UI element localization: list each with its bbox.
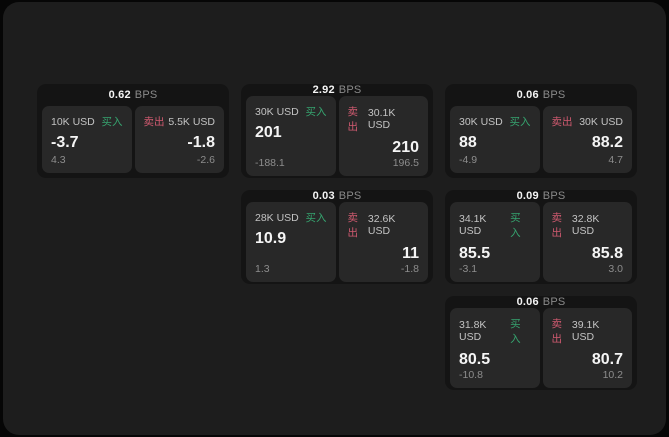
- quote-card: 0.09 BPS 34.1K USD 买入 85.5 -3.1 卖出 32.8K…: [445, 190, 637, 284]
- buy-sub-value: -188.1: [255, 156, 285, 169]
- bps-header: 0.06 BPS: [450, 84, 632, 106]
- buy-price: 88: [459, 134, 477, 151]
- buy-tile[interactable]: 30K USD 买入 88 -4.9: [450, 106, 540, 173]
- sell-side-label: 卖出: [347, 212, 359, 239]
- bps-unit-label: BPS: [134, 89, 158, 101]
- quote-card-body: 31.8K USD 买入 80.5 -10.8 卖出 39.1K USD 80.…: [450, 308, 632, 388]
- buy-side-label: 买入: [510, 318, 521, 345]
- buy-sub-value: -4.9: [459, 154, 478, 166]
- bps-unit-label: BPS: [542, 296, 566, 308]
- buy-price: -3.7: [51, 134, 79, 151]
- bps-unit-label: BPS: [542, 190, 566, 202]
- sell-price: 210: [392, 139, 419, 156]
- quote-card-body: 34.1K USD 买入 85.5 -3.1 卖出 32.8K USD 85.8…: [450, 202, 632, 282]
- buy-sub-value: -10.8: [459, 368, 483, 381]
- quote-card: 0.06 BPS 30K USD 买入 88 -4.9 卖出 30K USD: [445, 84, 637, 178]
- buy-tile[interactable]: 30K USD 买入 201 -188.1: [246, 96, 336, 176]
- sell-size-label: 32.8K USD: [571, 213, 600, 237]
- buy-price: 201: [255, 124, 282, 141]
- sell-price: 85.8: [591, 245, 623, 262]
- quote-grid: 0.62 BPS 10K USD 买入 -3.7 4.3 卖出 5.5K USD: [37, 84, 637, 390]
- sell-side-label: 卖出: [347, 106, 359, 133]
- sell-side-label: 卖出: [143, 116, 165, 128]
- sell-sub-value: 4.7: [608, 154, 623, 166]
- sell-size-label: 30K USD: [579, 115, 623, 128]
- quote-card: 2.92 BPS 30K USD 买入 201 -188.1 卖出 30.1K …: [241, 84, 433, 178]
- sell-size-label: 5.5K USD: [168, 115, 215, 128]
- sell-size-label: 32.6K USD: [367, 213, 396, 237]
- bps-value: 0.06: [516, 89, 539, 101]
- buy-price: 10.9: [255, 230, 287, 247]
- sell-tile[interactable]: 卖出 30K USD 88.2 4.7: [542, 106, 632, 173]
- buy-sub-value: -3.1: [459, 262, 478, 275]
- bps-unit-label: BPS: [338, 84, 362, 96]
- sell-price: 80.7: [591, 351, 623, 368]
- quote-card-body: 28K USD 买入 10.9 1.3 卖出 32.6K USD 11 -1.8: [246, 202, 428, 282]
- sell-side-label: 卖出: [551, 116, 573, 128]
- bps-value: 0.03: [312, 190, 335, 202]
- buy-side-label: 买入: [509, 116, 531, 128]
- sell-sub-value: -1.8: [400, 262, 419, 275]
- buy-size-label: 10K USD: [51, 115, 95, 128]
- buy-tile[interactable]: 34.1K USD 买入 85.5 -3.1: [450, 202, 540, 282]
- buy-size-label: 34.1K USD: [459, 213, 487, 237]
- buy-price: 80.5: [459, 351, 491, 368]
- buy-price: 85.5: [459, 245, 491, 262]
- sell-sub-value: -2.6: [196, 154, 215, 166]
- bps-header: 0.03 BPS: [246, 190, 428, 202]
- sell-tile[interactable]: 卖出 5.5K USD -1.8 -2.6: [134, 106, 224, 173]
- bps-header: 0.62 BPS: [42, 84, 224, 106]
- sell-tile[interactable]: 卖出 30.1K USD 210 196.5: [338, 96, 428, 176]
- bps-value: 0.62: [108, 89, 131, 101]
- quote-card: 0.03 BPS 28K USD 买入 10.9 1.3 卖出 32.6K US…: [241, 190, 433, 284]
- buy-side-label: 买入: [510, 212, 521, 239]
- sell-sub-value: 196.5: [392, 156, 419, 169]
- sell-size-label: 39.1K USD: [571, 319, 600, 343]
- sell-tile[interactable]: 卖出 32.6K USD 11 -1.8: [338, 202, 428, 282]
- sell-tile[interactable]: 卖出 32.8K USD 85.8 3.0: [542, 202, 632, 282]
- app-window: 0.62 BPS 10K USD 买入 -3.7 4.3 卖出 5.5K USD: [3, 2, 666, 435]
- buy-side-label: 买入: [305, 106, 327, 118]
- sell-sub-value: 10.2: [602, 368, 623, 381]
- quote-card-body: 30K USD 买入 201 -188.1 卖出 30.1K USD 210 1…: [246, 96, 428, 176]
- sell-price: 88.2: [591, 134, 623, 151]
- sell-side-label: 卖出: [551, 212, 563, 239]
- quote-card-body: 10K USD 买入 -3.7 4.3 卖出 5.5K USD -1.8 -2.…: [42, 106, 224, 173]
- quote-card: 0.62 BPS 10K USD 买入 -3.7 4.3 卖出 5.5K USD: [37, 84, 229, 178]
- sell-side-label: 卖出: [551, 318, 563, 345]
- bps-value: 2.92: [312, 84, 335, 96]
- sell-price: 11: [402, 245, 419, 262]
- buy-side-label: 买入: [101, 116, 123, 128]
- buy-sub-value: 1.3: [255, 262, 270, 275]
- sell-price: -1.8: [187, 134, 215, 151]
- buy-tile[interactable]: 10K USD 买入 -3.7 4.3: [42, 106, 132, 173]
- quote-card-body: 30K USD 买入 88 -4.9 卖出 30K USD 88.2 4.7: [450, 106, 632, 173]
- bps-value: 0.06: [516, 296, 539, 308]
- bps-unit-label: BPS: [542, 89, 566, 101]
- sell-tile[interactable]: 卖出 39.1K USD 80.7 10.2: [542, 308, 632, 388]
- buy-tile[interactable]: 31.8K USD 买入 80.5 -10.8: [450, 308, 540, 388]
- bps-header: 0.06 BPS: [450, 296, 632, 308]
- bps-header: 0.09 BPS: [450, 190, 632, 202]
- buy-size-label: 28K USD: [255, 211, 299, 224]
- buy-size-label: 30K USD: [255, 105, 299, 118]
- buy-size-label: 31.8K USD: [459, 319, 487, 343]
- bps-unit-label: BPS: [338, 190, 362, 202]
- buy-side-label: 买入: [305, 212, 327, 224]
- buy-tile[interactable]: 28K USD 买入 10.9 1.3: [246, 202, 336, 282]
- bps-value: 0.09: [516, 190, 539, 202]
- sell-sub-value: 3.0: [608, 262, 623, 275]
- buy-sub-value: 4.3: [51, 154, 66, 166]
- bps-header: 2.92 BPS: [246, 84, 428, 96]
- quote-card: 0.06 BPS 31.8K USD 买入 80.5 -10.8 卖出 39.1…: [445, 296, 637, 390]
- sell-size-label: 30.1K USD: [367, 107, 396, 131]
- buy-size-label: 30K USD: [459, 115, 503, 128]
